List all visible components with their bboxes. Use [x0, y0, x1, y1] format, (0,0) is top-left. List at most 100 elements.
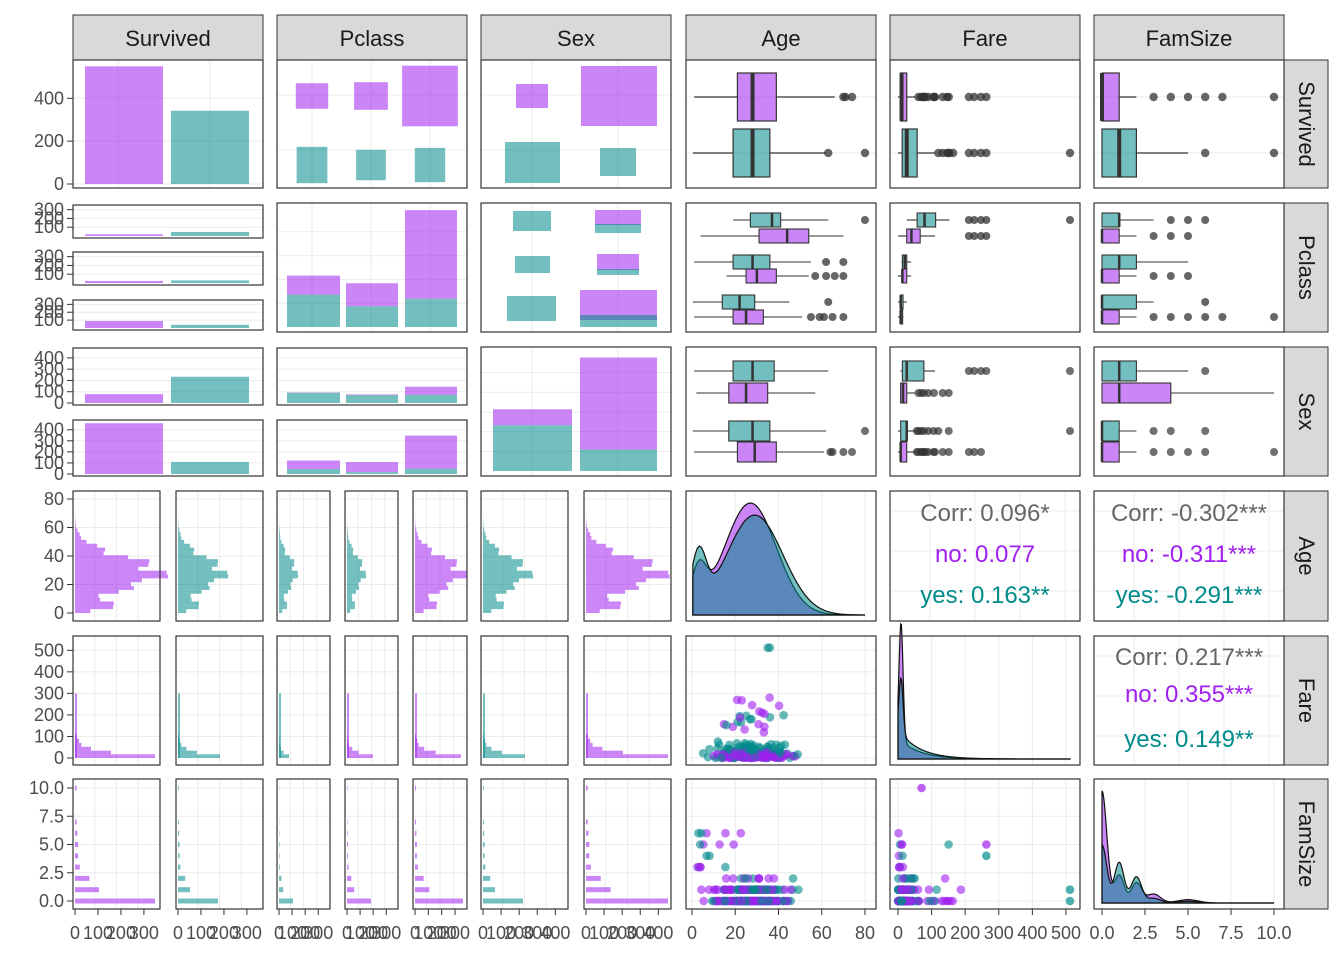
outlier: [982, 367, 991, 375]
bar-sex-yes: [580, 449, 657, 471]
outlier: [839, 258, 848, 266]
hist-bar-no: [415, 853, 417, 859]
bar-sex-yes: [171, 461, 249, 474]
hist-bar-no: [586, 566, 643, 571]
panel-famsize-pclass-1: [276, 778, 331, 910]
hist-bar-no: [347, 842, 348, 847]
outlier: [1184, 448, 1192, 456]
outlier: [982, 148, 991, 158]
hist-bar-yes: [279, 528, 280, 533]
x-tick-label-fare: 200: [950, 923, 980, 943]
x-tick-label-survived: 0: [70, 923, 80, 943]
panel-sex-age: [685, 346, 877, 477]
hist-bar-yes: [178, 578, 215, 583]
y-tick-label-fare: 200: [34, 705, 64, 725]
corr-yes: yes: -0.291***: [1116, 582, 1263, 609]
panel-age-pclass-2: [344, 490, 399, 622]
strip-col-label-survived: Survived: [125, 26, 211, 51]
y-tick-label-survived: 0: [54, 174, 64, 194]
strip-col-label-famsize: FamSize: [1146, 26, 1233, 51]
y-tick-label-pclass: 100: [34, 310, 64, 330]
panel-pclass-famsize: [1093, 202, 1285, 333]
corr-no: no: -0.311***: [1122, 541, 1256, 568]
hist-bar-yes: [347, 528, 348, 533]
outlier: [822, 258, 831, 266]
panel-survived-survived: [72, 59, 264, 189]
outlier: [1218, 313, 1227, 321]
tile-sex-yes: [600, 148, 636, 176]
hist-bar-yes: [279, 898, 293, 904]
tile-pclass-sex-yes: [507, 296, 556, 321]
hist-bar-yes: [483, 555, 512, 560]
point-yes: [705, 744, 714, 754]
box-yes: [901, 128, 918, 178]
box-no: [1101, 72, 1120, 122]
tile-sex-no: [516, 84, 548, 108]
hist-bar-no: [586, 750, 623, 755]
x-tick-label-sex: 300: [522, 923, 552, 943]
y-tick-label-sex: 0: [54, 393, 64, 413]
hist-bar-yes: [347, 605, 355, 610]
outlier: [938, 448, 947, 456]
hist-bar-no: [75, 842, 79, 847]
y-tick-label-sex: 100: [34, 382, 64, 402]
hist-bar-no: [75, 609, 91, 613]
bar-sex-pclass-no: [405, 435, 457, 469]
box-yes: [1101, 212, 1120, 228]
outlier: [828, 448, 837, 456]
outlier: [1201, 92, 1210, 102]
hist-bar-yes: [483, 898, 523, 904]
strip-row-label-fare: Fare: [1294, 678, 1319, 723]
y-tick-label-famsize: 2.5: [39, 863, 64, 883]
corr-overall: Corr: 0.217***: [1115, 644, 1263, 671]
hist-bar-no: [586, 853, 590, 859]
hist-bar-no: [415, 528, 417, 533]
hist-bar-no: [586, 574, 670, 579]
panel-age-sex-male: [583, 490, 672, 622]
box-no: [736, 441, 777, 463]
hist-bar-yes: [279, 566, 292, 571]
x-tick-label-survived: 100: [186, 923, 216, 943]
point-yes: [761, 885, 771, 894]
hist-bar-yes: [178, 875, 186, 881]
point-no: [894, 828, 903, 838]
panel-pclass-survived: [72, 251, 264, 286]
outlier: [1270, 448, 1278, 456]
x-tick-label-sex: 100: [486, 923, 516, 943]
x-tick-label-fare: 500: [1051, 923, 1081, 943]
hist-bar-yes: [279, 609, 283, 613]
point-yes: [697, 828, 706, 838]
x-tick-label-sex: 0: [478, 923, 488, 943]
hist-bar-yes: [483, 562, 523, 567]
hist-bar-yes: [178, 555, 207, 560]
hist-bar-yes: [483, 830, 485, 836]
hist-bar-yes: [347, 536, 349, 540]
hist-bar-yes: [483, 853, 485, 859]
y-tick-label-survived: 200: [34, 131, 64, 151]
box-no: [745, 268, 777, 284]
strip-row-label-age: Age: [1294, 536, 1319, 575]
hist-bar-yes: [483, 570, 533, 575]
hist-bar-yes: [178, 566, 212, 571]
x-tick-label-fare: 0: [893, 923, 903, 943]
outlier: [970, 232, 979, 240]
panel-fare-fare: [889, 635, 1081, 766]
panel-sex-sex: [480, 346, 672, 477]
hist-bar-yes: [178, 898, 218, 904]
hist-bar-yes: [178, 582, 209, 587]
hist-bar-yes: [483, 746, 492, 751]
panel-sex-famsize: [1093, 346, 1285, 477]
y-tick-label-famsize: 0.0: [39, 891, 64, 911]
panel-famsize-sex-male: [583, 778, 672, 910]
point-yes: [982, 851, 991, 861]
hist-bar-no: [586, 586, 639, 590]
x-tick-label-famsize: 0.0: [1089, 923, 1114, 943]
outlier: [970, 92, 979, 102]
point-no: [897, 885, 907, 894]
hist-bar-no: [586, 551, 612, 556]
panel-bg: [1094, 491, 1284, 621]
x-tick-label-survived: 200: [106, 923, 136, 943]
hist-bar-no: [415, 586, 449, 590]
hist-bar-no: [415, 547, 432, 552]
hist-bar-yes: [178, 693, 180, 758]
